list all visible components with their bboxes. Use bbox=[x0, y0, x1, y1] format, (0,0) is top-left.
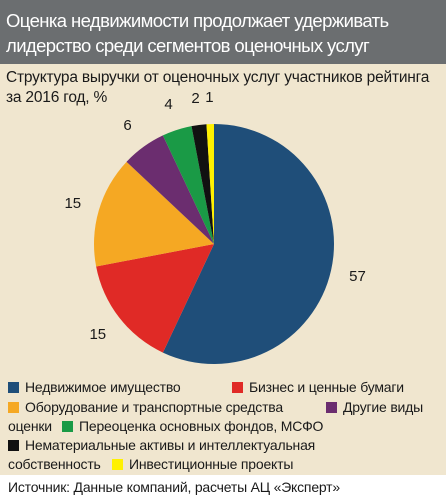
pie-label-6: 1 bbox=[205, 89, 213, 106]
legend-label: Нематериальные активы и интеллектуальная bbox=[25, 437, 316, 453]
pie-label-0: 57 bbox=[349, 268, 366, 285]
legend-item-intangible: Нематериальные активы и интеллектуальная bbox=[8, 436, 315, 454]
legend-label: Бизнес и ценные бумаги bbox=[249, 379, 404, 395]
pie-slice-4 bbox=[162, 126, 214, 244]
pie-label-4: 4 bbox=[164, 96, 172, 113]
legend-item-equipment: Оборудование и транспортные средства bbox=[8, 398, 283, 416]
pie-slice-5 bbox=[191, 124, 214, 244]
legend-label: Инвестиционные проекты bbox=[129, 456, 294, 472]
legend-label: оценки bbox=[8, 418, 52, 434]
pie-label-1: 15 bbox=[89, 326, 106, 343]
legend-item-intangible-cont: собственность bbox=[8, 455, 101, 473]
legend-swatch bbox=[232, 382, 243, 393]
pie-label-2: 15 bbox=[64, 195, 81, 212]
legend-label: Другие виды bbox=[343, 399, 424, 415]
legend-label: собственность bbox=[8, 456, 101, 472]
legend-item-other: Другие виды bbox=[326, 398, 423, 416]
legend-swatch bbox=[8, 382, 19, 393]
pie-slice-0 bbox=[162, 124, 335, 364]
legend-swatch bbox=[62, 421, 73, 432]
chart-subtitle: Структура выручки от оценочных услуг уча… bbox=[6, 69, 430, 106]
pie-slice-6 bbox=[206, 124, 214, 244]
legend-swatch bbox=[8, 402, 19, 413]
legend-item-business: Бизнес и ценные бумаги bbox=[232, 378, 404, 396]
header-banner: Оценка недвижимости продолжает удерживат… bbox=[0, 0, 446, 64]
pie-slices bbox=[94, 124, 335, 364]
pie-labels: 57 15 15 6 4 2 1 bbox=[64, 89, 365, 343]
legend-label: Переоценка основных фондов, МСФО bbox=[79, 418, 324, 434]
legend-swatch bbox=[326, 402, 337, 413]
legend-item-real-estate: Недвижимое имущество bbox=[8, 378, 181, 396]
source-note: Источник: Данные компаний, расчеты АЦ «Э… bbox=[0, 475, 446, 500]
pie-slice-1 bbox=[96, 244, 214, 353]
source-text: Источник: Данные компаний, расчеты АЦ «Э… bbox=[8, 479, 340, 495]
legend-swatch bbox=[112, 459, 123, 470]
title-line-2: лидерство среди сегментов оценочных услу… bbox=[6, 35, 370, 56]
pie-label-3: 6 bbox=[123, 117, 131, 134]
legend-label: Недвижимое имущество bbox=[25, 379, 181, 395]
title-line-1: Оценка недвижимости продолжает удерживат… bbox=[6, 10, 389, 31]
legend-item-fixed-assets: Переоценка основных фондов, МСФО bbox=[62, 417, 323, 435]
pie-label-5: 2 bbox=[191, 90, 199, 107]
legend-swatch bbox=[8, 440, 19, 451]
pie-slice-2 bbox=[94, 161, 214, 267]
legend-item-investment: Инвестиционные проекты bbox=[112, 455, 293, 473]
legend-label: Оборудование и транспортные средства bbox=[25, 399, 283, 415]
legend-item-other-cont: оценки bbox=[8, 417, 52, 435]
pie-slice-3 bbox=[126, 135, 214, 244]
